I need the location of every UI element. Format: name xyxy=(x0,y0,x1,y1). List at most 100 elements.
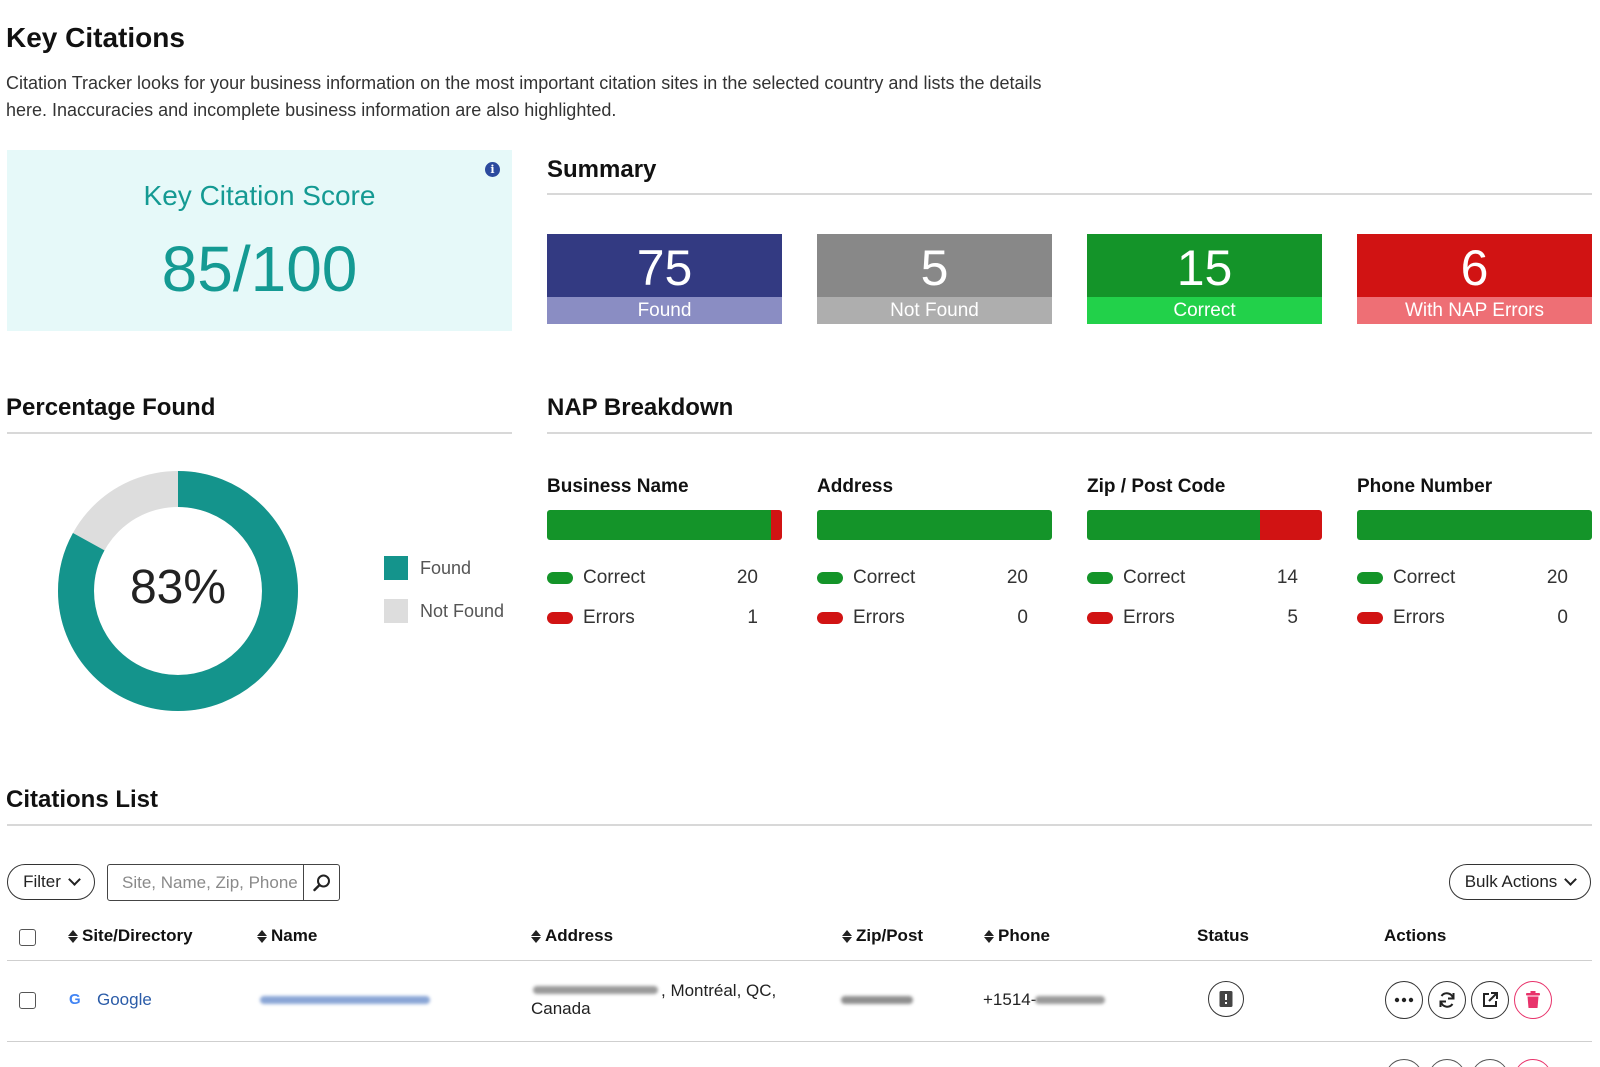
nap-errors-label: Errors xyxy=(853,607,905,628)
nap-errors-value: 0 xyxy=(1017,607,1028,628)
sort-icon xyxy=(257,929,267,943)
nap-correct-value: 20 xyxy=(1546,567,1568,588)
error-pill-icon xyxy=(1357,612,1383,624)
nap-errors-value: 1 xyxy=(747,607,758,628)
select-all-checkbox[interactable] xyxy=(19,929,36,946)
next-row-refresh-button[interactable] xyxy=(1428,1059,1466,1067)
nap-errors-label: Errors xyxy=(583,607,635,628)
nap-errors-row: Errors 0 xyxy=(817,598,1052,638)
error-pill-icon xyxy=(1087,612,1113,624)
nap-correct-value: 14 xyxy=(1276,567,1298,588)
column-header-address[interactable]: Address xyxy=(531,926,613,946)
citations-divider xyxy=(7,824,1592,826)
score-value: 85/100 xyxy=(161,233,358,305)
intro-text: Citation Tracker looks for your business… xyxy=(6,73,1042,120)
open-external-button[interactable] xyxy=(1471,981,1509,1019)
nap-zip-post-code: Zip / Post Code Correct 14 Errors 5 xyxy=(1087,476,1322,638)
nap-bar xyxy=(547,510,782,540)
nap-divider xyxy=(547,432,1592,434)
summary-correct-label: Correct xyxy=(1087,297,1322,324)
summary-found-value: 75 xyxy=(547,234,782,297)
address-line-2: Canada xyxy=(531,999,591,1018)
row-checkbox[interactable] xyxy=(19,992,36,1009)
search-icon xyxy=(312,874,330,891)
redacted-phone xyxy=(1035,996,1105,1004)
ellipsis-icon xyxy=(1394,997,1414,1003)
score-label: Key Citation Score xyxy=(143,180,376,211)
column-header-name-label: Name xyxy=(271,926,318,945)
nap-correct-label: Correct xyxy=(1393,567,1456,588)
nap-correct-label: Correct xyxy=(583,567,646,588)
page-title: Key Citations xyxy=(6,22,185,53)
more-options-button[interactable] xyxy=(1385,981,1423,1019)
nap-bar xyxy=(1087,510,1322,540)
bulk-actions-button[interactable]: Bulk Actions xyxy=(1449,864,1591,900)
nap-errors-row: Errors 0 xyxy=(1357,598,1592,638)
site-link-google[interactable]: Google xyxy=(97,990,152,1009)
chevron-down-icon xyxy=(1564,873,1578,886)
info-icon[interactable]: i xyxy=(485,162,500,177)
error-pill-icon xyxy=(547,612,573,624)
nap-correct-label: Correct xyxy=(1123,567,1186,588)
redacted-zip xyxy=(841,996,913,1004)
next-row-external-button[interactable] xyxy=(1471,1059,1509,1067)
document-status-icon xyxy=(1219,991,1233,1007)
nap-column-title: Phone Number xyxy=(1357,476,1493,497)
redacted-address xyxy=(533,986,658,994)
summary-not-found-label: Not Found xyxy=(817,297,1052,324)
summary-not-found-value: 5 xyxy=(817,234,1052,297)
nap-errors-row: Errors 1 xyxy=(547,598,782,638)
sort-icon xyxy=(984,929,994,943)
column-header-phone[interactable]: Phone xyxy=(984,926,1050,946)
refresh-button[interactable] xyxy=(1428,981,1466,1019)
column-header-site[interactable]: Site/Directory xyxy=(68,926,193,946)
percentage-divider xyxy=(7,432,512,434)
summary-nap-errors-box: 6 With NAP Errors xyxy=(1357,234,1592,324)
percentage-donut-chart xyxy=(58,471,298,711)
legend-found: Found xyxy=(384,556,471,580)
nap-bar xyxy=(817,510,1052,540)
column-header-zip-label: Zip/Post xyxy=(856,926,924,945)
nap-correct-row: Correct 14 xyxy=(1087,558,1322,598)
nap-breakdown-title: NAP Breakdown xyxy=(547,394,734,421)
trash-icon xyxy=(1526,991,1540,1008)
nap-correct-label: Correct xyxy=(853,567,916,588)
column-header-zip[interactable]: Zip/Post xyxy=(842,926,923,946)
refresh-icon xyxy=(1439,992,1455,1008)
search-input[interactable] xyxy=(108,865,303,900)
next-row-delete-button[interactable] xyxy=(1514,1059,1552,1067)
nap-phone-number: Phone Number Correct 20 Errors 0 xyxy=(1357,476,1592,638)
nap-errors-row: Errors 5 xyxy=(1087,598,1322,638)
nap-column-title: Zip / Post Code xyxy=(1087,476,1226,497)
search-box xyxy=(107,864,340,901)
sort-icon xyxy=(531,929,541,943)
delete-button[interactable] xyxy=(1514,981,1552,1019)
sort-icon xyxy=(68,929,78,943)
phone-prefix: +1514- xyxy=(983,990,1037,1009)
legend-found-label: Found xyxy=(420,557,472,578)
status-button[interactable] xyxy=(1208,981,1244,1017)
nap-correct-value: 20 xyxy=(736,567,758,588)
correct-pill-icon xyxy=(817,572,843,584)
column-header-status: Status xyxy=(1197,926,1249,945)
chevron-down-icon xyxy=(68,873,81,886)
nap-errors-label: Errors xyxy=(1393,607,1445,628)
citations-list-title: Citations List xyxy=(6,786,159,813)
error-pill-icon xyxy=(817,612,843,624)
summary-not-found-box: 5 Not Found xyxy=(817,234,1052,324)
nap-correct-row: Correct 20 xyxy=(547,558,782,598)
legend-not-found-label: Not Found xyxy=(420,600,505,621)
summary-divider xyxy=(547,193,1592,195)
nap-errors-value: 0 xyxy=(1557,607,1568,628)
filter-label: Filter xyxy=(23,872,61,891)
nap-errors-value: 5 xyxy=(1287,607,1298,628)
next-row-more-button[interactable] xyxy=(1385,1059,1423,1067)
column-header-address-label: Address xyxy=(545,926,614,945)
nap-column-title: Address xyxy=(817,476,894,497)
legend-found-swatch xyxy=(384,556,408,580)
summary-found-label: Found xyxy=(547,297,782,324)
donut-percent-label: 83% xyxy=(129,561,227,614)
filter-button[interactable]: Filter xyxy=(7,864,95,900)
column-header-name[interactable]: Name xyxy=(257,926,317,946)
search-button[interactable] xyxy=(303,865,339,900)
